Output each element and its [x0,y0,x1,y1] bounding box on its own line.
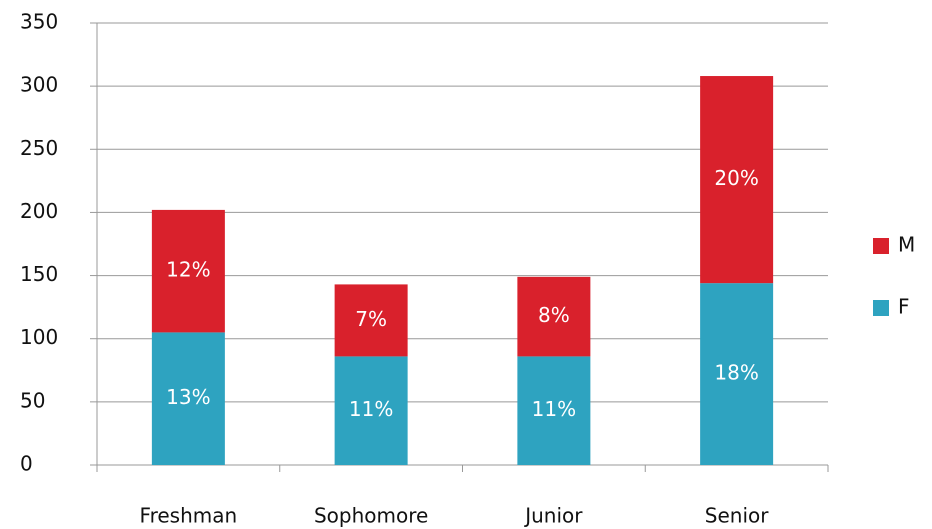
x-tick-label: Junior [523,504,583,528]
x-tick-label: Freshman [140,504,238,528]
data-label: 7% [355,307,387,331]
y-tick-label: 0 [20,452,33,476]
bar-segment [334,356,408,465]
bar-segment [151,209,225,333]
data-label: 11% [532,397,576,421]
data-label: 8% [538,303,570,327]
y-tick-label: 50 [20,388,45,412]
data-label: 11% [349,397,393,421]
bar-segment [517,356,591,465]
legend-swatch [873,238,889,254]
y-tick-label: 200 [20,199,58,223]
y-tick-label: 350 [20,10,58,34]
y-tick-label: 300 [20,73,58,97]
legend-label: M [898,233,915,257]
bar-segment [700,283,774,465]
data-label: 13% [166,385,210,409]
y-tick-label: 150 [20,262,58,286]
bar-segment [151,332,225,465]
y-tick-label: 100 [20,325,58,349]
bar-segment [517,276,591,357]
y-tick-label: 250 [20,136,58,160]
legend-label: F [898,295,910,319]
data-label: 12% [166,258,210,282]
bar-segment [334,284,408,357]
data-label: 20% [714,166,758,190]
bar-segment [700,76,774,284]
data-label: 18% [714,361,758,385]
legend-swatch [873,300,889,316]
x-tick-label: Sophomore [314,504,428,528]
x-tick-label: Senior [705,504,769,528]
